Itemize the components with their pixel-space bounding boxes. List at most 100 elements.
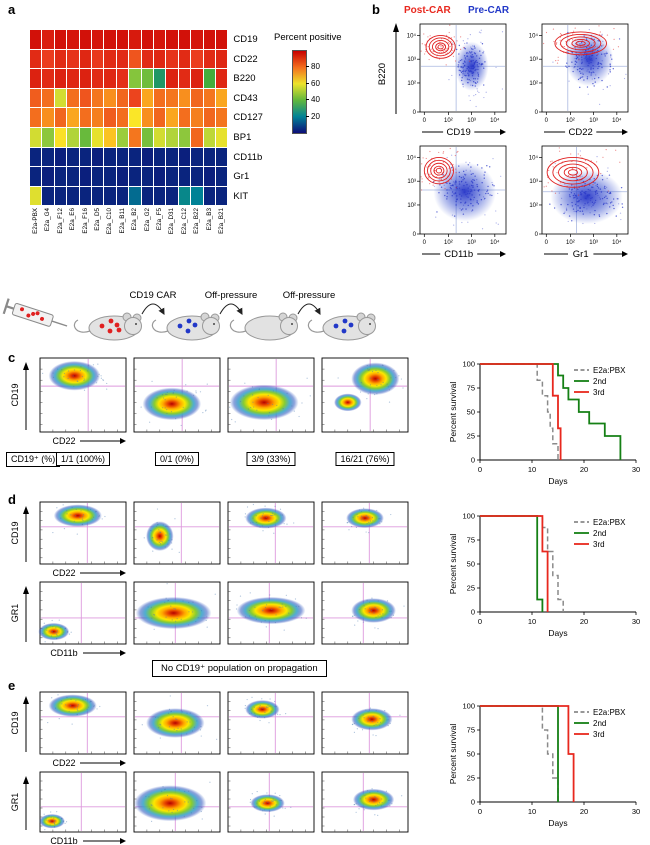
x-axis-label: CD11b: [444, 249, 473, 260]
density-plot: [227, 357, 315, 433]
panel-e-label: e: [8, 678, 16, 693]
x-tick-label: 0: [478, 807, 482, 816]
y-tick-label: 10⁴: [407, 154, 417, 161]
heatmap-col-label: E2a_B22: [193, 208, 201, 235]
heatmap-cell: [67, 128, 79, 147]
heatmap-legend-bar: [292, 50, 307, 134]
x-axis-label: CD22: [569, 127, 593, 138]
survival-x-label: Days: [548, 476, 567, 486]
x-tick-label: 10²: [566, 240, 575, 246]
density-plot: [227, 501, 315, 565]
heatmap-cell: [42, 30, 54, 49]
heatmap-cell: [216, 88, 228, 108]
heatmap-cell: [42, 49, 54, 69]
density-plot: [133, 501, 221, 565]
heatmap-cell: [191, 147, 203, 167]
syringe-icon: [2, 298, 68, 327]
heatmap-cell: [30, 88, 42, 108]
heatmap-cell: [203, 69, 215, 88]
y-tick-label: 10⁴: [529, 154, 539, 161]
x-tick-label: 0: [478, 617, 482, 626]
heatmap-cell: [79, 108, 91, 127]
y-tick-label: 0: [471, 798, 475, 807]
y-tick-label: 100: [462, 512, 475, 521]
heatmap-cell: [191, 128, 203, 147]
y-tick-label: 10²: [407, 81, 416, 87]
heatmap-cell: [116, 49, 129, 69]
mouse-icon: [151, 312, 220, 341]
heatmap-cell: [141, 128, 153, 147]
heatmap-cell: [203, 88, 215, 108]
heatmap-cell: [154, 186, 166, 206]
heatmap-cell: [30, 108, 42, 127]
survival-curve: [480, 363, 562, 460]
heatmap-cell: [141, 69, 153, 88]
y-tick-label: 10³: [407, 57, 416, 63]
density-plot: [38, 581, 127, 645]
heatmap-cell: [42, 128, 54, 147]
heatmap-cell: [216, 30, 228, 49]
panel-c-survival-chart: 0 25 50 75 100 0 10 20 30 Percent survival Days E2a…: [448, 360, 640, 487]
x-tick-label: 10²: [444, 118, 453, 124]
heatmap-col-label: E2a_F5: [156, 208, 163, 231]
b220-axis-label: B220: [377, 63, 388, 85]
row-x-axis-label: CD22: [52, 568, 75, 578]
row-x-axis-label: CD11b: [50, 836, 77, 845]
schematic-arrow: [297, 303, 321, 315]
post-car-label: Post-CAR: [404, 5, 451, 16]
heatmap-cell: [216, 167, 228, 186]
y-tick-label: 50: [467, 408, 475, 417]
heatmap-cell: [216, 69, 228, 88]
heatmap-cell: [141, 88, 153, 108]
mouse-icon: [307, 312, 376, 341]
heatmap-cell: [191, 186, 203, 206]
heatmap-cell: [166, 147, 178, 167]
legend-label: E2a:PBX: [593, 366, 626, 375]
legend-tick-mark: [306, 82, 309, 84]
legend-label: 3rd: [593, 540, 605, 549]
heatmap-cell: [54, 69, 67, 88]
x-tick-label: 10: [528, 807, 536, 816]
density-plot: [39, 501, 127, 565]
legend-tick-mark: [306, 66, 309, 68]
heatmap-cell: [166, 167, 178, 186]
heatmap-cell: [30, 128, 42, 147]
heatmap-cell: [54, 128, 67, 147]
heatmap-cell: [67, 147, 79, 167]
heatmap-cell: [166, 186, 178, 206]
heatmap-cell: [203, 108, 215, 127]
x-tick-label: 0: [423, 118, 427, 124]
heatmap-col-label: E2a_B2: [131, 208, 139, 231]
heatmap-cell: [54, 167, 67, 186]
x-tick-label: 10: [528, 617, 536, 626]
heatmap-cell: [79, 147, 91, 167]
panel-e-survival-chart: 0 25 50 75 100 0 10 20 30 Percent survival Days E2a…: [448, 702, 640, 829]
heatmap-cell: [166, 30, 178, 49]
heatmap-cell: [178, 186, 191, 206]
y-tick-label: 75: [467, 536, 475, 545]
heatmap-cell: [79, 49, 91, 69]
heatmap-cell: [141, 49, 153, 69]
legend-tick-label: 80: [311, 62, 320, 72]
density-plot: [227, 771, 315, 833]
heatmap-cell: [67, 186, 79, 206]
panel-c-label: c: [8, 350, 16, 365]
row-y-axis-label: CD19: [10, 711, 20, 734]
heatmap-cell: [116, 147, 129, 167]
panel-b-label: b: [372, 2, 380, 17]
legend-label: E2a:PBX: [593, 708, 626, 717]
heatmap-cell: [154, 88, 166, 108]
heatmap-cell: [92, 108, 104, 127]
x-tick-label: 30: [632, 617, 640, 626]
heatmap-cell: [79, 167, 91, 186]
heatmap-cell: [129, 69, 141, 88]
legend-label: 2nd: [593, 719, 606, 728]
y-tick-label: 0: [413, 232, 417, 238]
x-tick-label: 10²: [566, 118, 575, 124]
legend-tick-mark: [306, 99, 309, 101]
heatmap-cell: [42, 88, 54, 108]
y-tick-label: 10²: [529, 81, 538, 87]
survival-curve: [480, 515, 544, 612]
row-y-axis-label: CD19: [10, 383, 20, 406]
heatmap-cell: [129, 108, 141, 127]
